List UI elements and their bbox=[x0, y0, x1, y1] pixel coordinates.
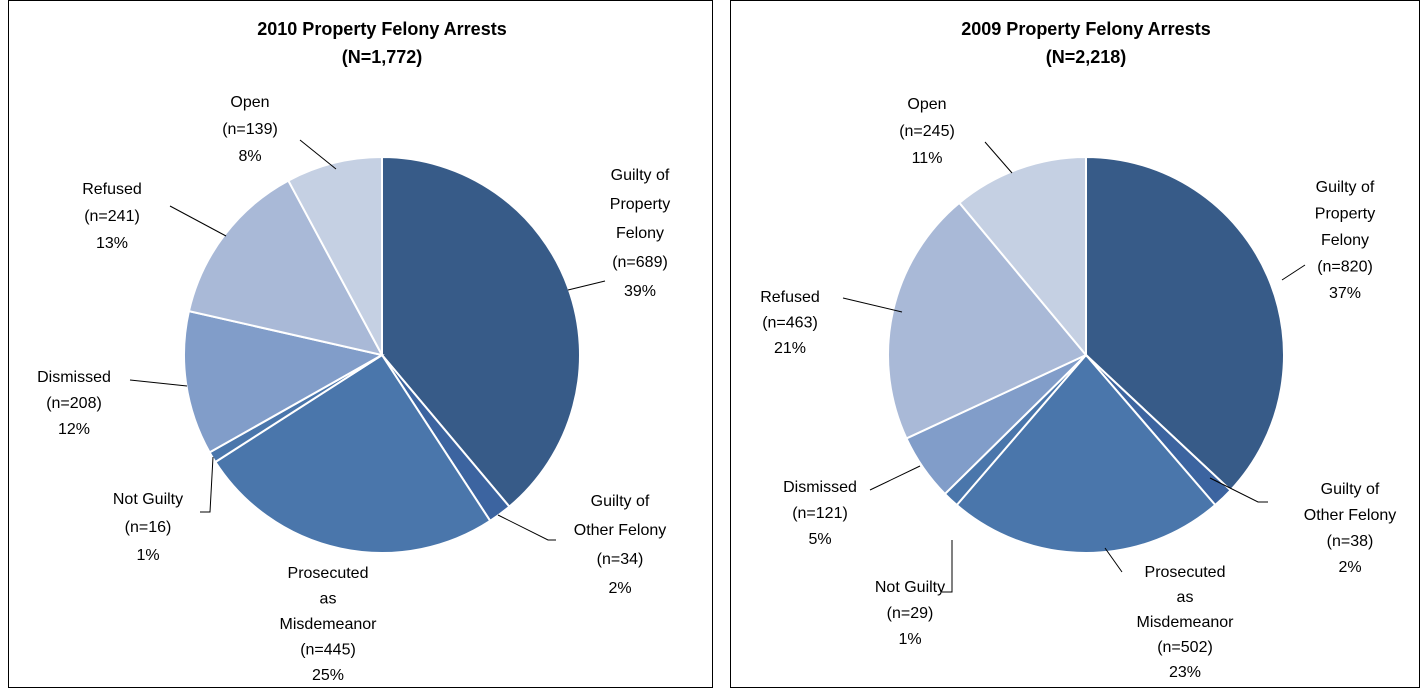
percent-label: 2% bbox=[608, 580, 631, 597]
percent-label: 5% bbox=[808, 531, 831, 548]
slice-label: Prosecuted as Misdemeanor bbox=[280, 565, 378, 633]
value-label: (n=241) bbox=[84, 208, 140, 225]
percent-label: 37% bbox=[1329, 285, 1361, 302]
value-label: (n=121) bbox=[792, 505, 848, 522]
slice-label: Open bbox=[907, 96, 946, 113]
leader-line bbox=[869, 465, 921, 491]
pie-slice bbox=[381, 155, 582, 509]
value-label: (n=16) bbox=[125, 519, 172, 536]
leader-line bbox=[842, 297, 903, 313]
slice-label: Guilty of Property Felony bbox=[1315, 179, 1375, 249]
slice-label: Not Guilty bbox=[113, 491, 183, 508]
percent-label: 1% bbox=[898, 631, 921, 648]
leader-line bbox=[497, 514, 556, 541]
value-label: (n=445) bbox=[300, 642, 356, 659]
slice-label: Dismissed bbox=[37, 369, 111, 386]
percent-label: 11% bbox=[912, 150, 943, 167]
pie-slice bbox=[1085, 155, 1285, 492]
percent-label: 2% bbox=[1338, 559, 1361, 576]
pie-slice bbox=[887, 201, 1088, 440]
leader-line bbox=[1104, 547, 1123, 573]
percent-label: 8% bbox=[238, 148, 261, 165]
leader-line bbox=[1281, 264, 1306, 281]
percent-label: 21% bbox=[774, 340, 806, 357]
slice-label: Dismissed bbox=[783, 479, 857, 496]
percent-label: 23% bbox=[1169, 664, 1201, 681]
leader-line bbox=[200, 456, 214, 513]
value-label: (n=245) bbox=[899, 123, 955, 140]
slice-label: Guilty of Other Felony bbox=[1304, 481, 1396, 524]
chart-title: 2010 Property Felony Arrests bbox=[257, 19, 506, 39]
value-label: (n=208) bbox=[46, 395, 102, 412]
chart-subtitle: (N=1,772) bbox=[342, 47, 423, 67]
percent-label: 12% bbox=[58, 421, 90, 438]
leader-line bbox=[299, 139, 337, 170]
pie-slice bbox=[214, 353, 492, 554]
value-label: (n=139) bbox=[222, 121, 278, 138]
slice-label: Guilty of Property Felony bbox=[610, 167, 670, 242]
leader-line bbox=[567, 280, 606, 291]
pie-slice bbox=[955, 353, 1217, 554]
leader-line bbox=[942, 540, 953, 593]
pie-slice bbox=[957, 155, 1087, 358]
leader-line bbox=[984, 141, 1013, 174]
percent-label: 25% bbox=[312, 667, 344, 684]
slice-label: Guilty of Other Felony bbox=[574, 493, 666, 539]
value-label: (n=29) bbox=[887, 605, 934, 622]
slice-label: Open bbox=[230, 94, 269, 111]
percent-label: 39% bbox=[624, 283, 656, 300]
leader-line bbox=[129, 379, 188, 387]
pie-slice bbox=[183, 309, 385, 454]
value-label: (n=502) bbox=[1157, 639, 1213, 656]
chart-title: 2009 Property Felony Arrests bbox=[961, 19, 1210, 39]
slice-label: Prosecuted as Misdemeanor bbox=[1137, 564, 1235, 631]
slice-label: Refused bbox=[82, 181, 142, 198]
value-label: (n=34) bbox=[597, 551, 644, 568]
percent-label: 13% bbox=[96, 235, 128, 252]
leader-line bbox=[169, 205, 227, 237]
value-label: (n=820) bbox=[1317, 259, 1373, 276]
slice-label: Refused bbox=[760, 289, 820, 306]
slice-label: Not Guilty bbox=[875, 579, 945, 596]
value-label: (n=689) bbox=[612, 254, 668, 271]
chart-subtitle: (N=2,218) bbox=[1046, 47, 1127, 67]
percent-label: 1% bbox=[136, 547, 159, 564]
value-label: (n=38) bbox=[1327, 533, 1374, 550]
value-label: (n=463) bbox=[762, 315, 818, 332]
leader-line bbox=[1209, 477, 1268, 503]
pie-slice bbox=[286, 155, 383, 356]
